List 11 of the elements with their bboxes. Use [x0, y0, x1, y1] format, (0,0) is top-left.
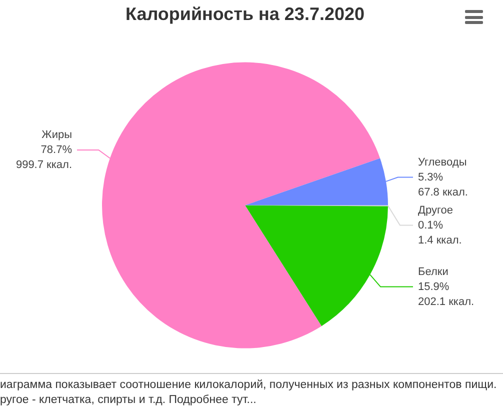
slice-label: Жиры — [42, 129, 72, 142]
text: иаграмма показывает соотношение килокалорий, полученных из разных компонентов пищи. — [0, 378, 498, 393]
slice-label: Углеводы — [418, 156, 467, 168]
data-label: 15.9% 202.1 ккал. — [418, 280, 474, 308]
slice-label: Белки — [418, 266, 448, 278]
data-label: 78.7% 999.7 ккал. — [16, 144, 72, 172]
data-label: 0.1% 1.4 ккал. — [418, 219, 462, 246]
text: ругое - клетчатка, спирты и т.д. Подробнее тут... — [0, 393, 258, 408]
slice-label: Другое — [418, 204, 453, 216]
data-label: 5.3% 67.8 ккал. — [418, 171, 468, 198]
chart-title: Калорийность на 23.7.2020 — [125, 4, 365, 24]
